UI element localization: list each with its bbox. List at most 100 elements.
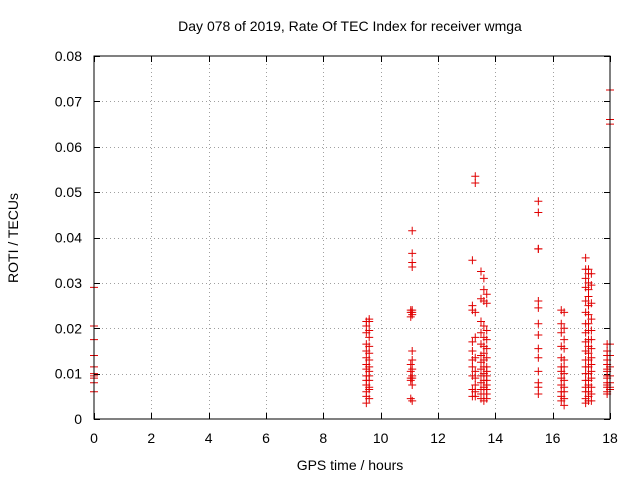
data-point bbox=[587, 367, 596, 376]
data-point bbox=[482, 394, 491, 403]
data-point bbox=[365, 356, 374, 365]
data-point bbox=[479, 274, 488, 283]
data-point bbox=[408, 380, 417, 389]
data-point bbox=[471, 392, 480, 401]
data-point bbox=[587, 383, 596, 392]
data-point bbox=[365, 394, 374, 403]
y-tick-label: 0.03 bbox=[55, 275, 82, 291]
data-point bbox=[482, 344, 491, 353]
x-tick-label: 2 bbox=[147, 430, 155, 446]
x-tick-label: 6 bbox=[262, 430, 270, 446]
data-point bbox=[408, 262, 417, 271]
y-tick-label: 0.01 bbox=[55, 366, 82, 382]
plot-frame bbox=[93, 55, 611, 420]
data-point bbox=[587, 326, 596, 335]
data-point bbox=[560, 387, 569, 396]
data-point bbox=[362, 399, 371, 408]
data-point bbox=[477, 328, 485, 337]
data-point bbox=[584, 285, 593, 294]
x-tick-label: 0 bbox=[90, 430, 98, 446]
axis-ticks: 0 2 4 6 8 10 12 14 16 18 0 0.01 0.02 0.03 0.04 0.05 0.06… bbox=[55, 48, 618, 446]
data-point bbox=[534, 197, 543, 206]
data-point bbox=[362, 321, 371, 330]
y-tick-label: 0.08 bbox=[55, 48, 82, 64]
data-point bbox=[365, 317, 374, 326]
data-point bbox=[408, 365, 417, 374]
data-points bbox=[90, 86, 614, 410]
data-point bbox=[587, 353, 596, 362]
data-point bbox=[581, 253, 590, 262]
x-tick-label: 12 bbox=[430, 430, 446, 446]
data-point bbox=[482, 326, 491, 335]
data-point bbox=[560, 376, 569, 385]
y-tick-label: 0.06 bbox=[55, 139, 82, 155]
data-point bbox=[560, 335, 569, 344]
data-point bbox=[534, 208, 543, 217]
data-point bbox=[471, 308, 480, 317]
data-point bbox=[471, 367, 480, 376]
data-point bbox=[560, 324, 569, 333]
y-tick-label: 0.07 bbox=[55, 93, 82, 109]
data-point bbox=[406, 312, 415, 321]
data-point bbox=[482, 290, 491, 299]
data-point bbox=[482, 299, 491, 308]
data-point bbox=[408, 356, 417, 365]
data-point bbox=[534, 303, 543, 312]
data-point bbox=[587, 299, 596, 308]
x-tick-label: 16 bbox=[545, 430, 561, 446]
data-point bbox=[482, 335, 491, 344]
data-point bbox=[587, 269, 596, 278]
data-point bbox=[408, 396, 417, 405]
data-point bbox=[587, 315, 596, 324]
data-point bbox=[406, 367, 415, 376]
data-point bbox=[584, 310, 593, 319]
data-point bbox=[468, 256, 477, 265]
data-point bbox=[560, 308, 569, 317]
data-point bbox=[534, 353, 543, 362]
data-point bbox=[587, 396, 596, 405]
data-point bbox=[477, 317, 485, 326]
data-point bbox=[406, 376, 415, 385]
data-point bbox=[584, 292, 593, 301]
data-point bbox=[560, 394, 569, 403]
data-point bbox=[534, 331, 543, 340]
data-point bbox=[471, 353, 480, 362]
data-point bbox=[408, 346, 417, 355]
data-point bbox=[408, 226, 417, 235]
x-tick-label: 18 bbox=[602, 430, 618, 446]
data-point bbox=[365, 326, 374, 335]
data-point bbox=[365, 333, 374, 342]
data-point bbox=[581, 274, 590, 283]
data-point bbox=[468, 337, 477, 346]
x-tick-label: 10 bbox=[373, 430, 389, 446]
y-tick-label: 0.02 bbox=[55, 320, 82, 336]
data-point bbox=[560, 401, 569, 410]
data-point bbox=[534, 367, 543, 376]
y-tick-label: 0.05 bbox=[55, 184, 82, 200]
data-point bbox=[557, 328, 566, 337]
x-tick-label: 4 bbox=[205, 430, 213, 446]
chart-title: Day 078 of 2019, Rate Of TEC Index for r… bbox=[178, 18, 522, 34]
data-point bbox=[365, 349, 374, 358]
data-point bbox=[406, 394, 415, 403]
data-point bbox=[534, 390, 543, 399]
data-point bbox=[468, 346, 477, 355]
data-point bbox=[471, 333, 480, 342]
data-point bbox=[587, 390, 596, 399]
data-point bbox=[534, 297, 543, 306]
data-point bbox=[584, 319, 593, 328]
y-axis-label: ROTI / TECUs bbox=[5, 193, 21, 283]
x-tick-label: 14 bbox=[488, 430, 504, 446]
data-point bbox=[471, 179, 480, 188]
data-point bbox=[479, 321, 488, 330]
x-tick-label: 8 bbox=[319, 430, 327, 446]
data-point bbox=[534, 319, 543, 328]
data-point bbox=[557, 319, 566, 328]
data-point bbox=[560, 344, 569, 353]
data-point bbox=[406, 360, 415, 369]
y-tick-label: 0 bbox=[74, 411, 82, 427]
data-point bbox=[534, 244, 543, 253]
data-point bbox=[587, 374, 596, 383]
data-point bbox=[587, 281, 596, 290]
